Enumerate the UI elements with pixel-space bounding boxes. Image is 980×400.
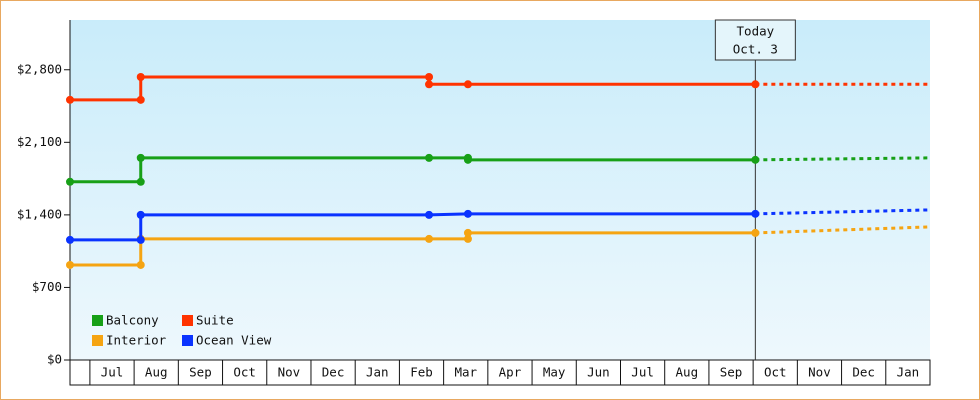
x-tick-label: May <box>543 365 566 380</box>
price-point <box>136 73 145 82</box>
y-tick-label: $1,400 <box>17 206 62 221</box>
legend-label: Suite <box>196 313 234 328</box>
today-box <box>714 19 796 61</box>
price-point <box>136 177 145 186</box>
x-tick-label: Dec <box>322 365 345 380</box>
price-point <box>463 228 472 237</box>
today-label: Today <box>737 24 775 39</box>
y-tick-label: $700 <box>32 279 62 294</box>
price-point <box>136 235 145 244</box>
legend-swatch <box>182 335 193 346</box>
price-point <box>463 80 472 89</box>
price-point <box>751 228 760 237</box>
x-tick-label: Dec <box>852 365 875 380</box>
price-point <box>425 234 434 243</box>
legend-swatch <box>92 315 103 326</box>
price-point <box>66 235 74 244</box>
x-tick-label: Oct <box>764 365 787 380</box>
x-tick-label: Nov <box>808 365 831 380</box>
legend-swatch <box>92 335 103 346</box>
plot-background <box>70 20 930 360</box>
x-tick-label: Nov <box>278 365 301 380</box>
price-line <box>70 212 756 242</box>
price-point <box>66 177 74 186</box>
y-tick-label: $2,100 <box>17 134 62 149</box>
x-tick-label: Aug <box>145 365 168 380</box>
forecast-line <box>755 225 931 235</box>
x-tick-label: Jan <box>366 365 389 380</box>
x-tick-label: Jul <box>101 365 124 380</box>
price-point <box>136 210 145 219</box>
y-tick-label: $0 <box>47 352 62 367</box>
x-tick-label: Jan <box>897 365 920 380</box>
price-point <box>463 209 472 218</box>
x-tick-label: Aug <box>676 365 699 380</box>
price-point <box>751 80 760 89</box>
x-tick-label: Jun <box>587 365 610 380</box>
price-point <box>136 260 145 269</box>
legend-label: Interior <box>106 333 167 348</box>
price-point <box>425 80 434 89</box>
legend-swatch <box>182 315 193 326</box>
price-point <box>136 95 145 104</box>
price-point <box>751 209 760 218</box>
x-tick-label: Apr <box>499 365 522 380</box>
today-label: Oct. 3 <box>733 42 778 57</box>
x-tick-label: Feb <box>410 365 433 380</box>
x-tick-label: Mar <box>454 365 477 380</box>
price-point <box>751 155 760 164</box>
x-tick-label: Sep <box>720 365 743 380</box>
y-tick-label: $2,800 <box>17 61 62 76</box>
legend-label: Ocean View <box>196 333 272 348</box>
price-point <box>66 95 74 104</box>
x-tick-label: Oct <box>233 365 256 380</box>
price-point <box>136 153 145 162</box>
forecast-line <box>755 156 931 162</box>
price-point <box>66 260 74 269</box>
x-axis-band <box>69 359 931 386</box>
price-point <box>425 210 434 219</box>
legend-label: Balcony <box>106 313 159 328</box>
price-point <box>463 234 472 243</box>
x-tick-label: Jul <box>631 365 654 380</box>
x-tick-label: Sep <box>189 365 212 380</box>
price-point <box>425 153 434 162</box>
forecast-line <box>755 208 931 216</box>
price-point <box>463 155 472 164</box>
price-point <box>425 73 434 82</box>
